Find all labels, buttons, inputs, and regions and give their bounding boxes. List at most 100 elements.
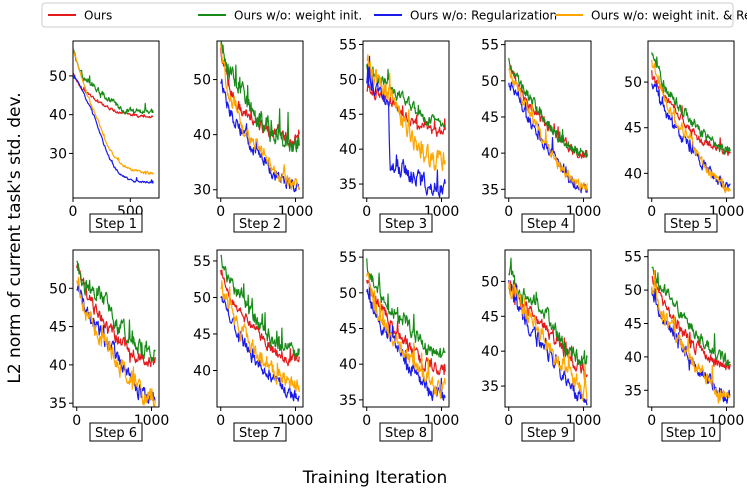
series-line-ours-w-o-weight-init <box>73 48 154 115</box>
series-line-ours <box>220 269 300 367</box>
series-line-ours <box>366 80 446 137</box>
y-tick-label: 30 <box>49 146 67 162</box>
y-tick-label: 45 <box>49 320 67 336</box>
y-tick-label: 50 <box>481 74 499 90</box>
series-line-ours-w-o-weight-init-reg <box>508 281 588 402</box>
y-tick-label: 40 <box>339 142 357 158</box>
x-axis-label: Training Iteration <box>302 468 448 488</box>
series-line-ours-w-o-regularization <box>508 81 588 194</box>
y-tick-label: 35 <box>339 393 357 409</box>
panel-frame <box>504 249 592 408</box>
y-tick-label: 55 <box>339 37 357 53</box>
series-line-ours-w-o-regularization <box>366 282 446 402</box>
legend-label-ours-w-o-weight-init-reg: Ours w/o: weight init. & Reg. <box>591 9 747 23</box>
legend-label-ours-w-o-regularization: Ours w/o: Regularization <box>410 9 557 23</box>
series-line-ours-w-o-weight-init <box>508 57 588 158</box>
panel-lines <box>220 41 300 193</box>
step-label-box <box>661 422 721 442</box>
panel-lines <box>651 52 731 194</box>
series-line-ours-w-o-regularization <box>651 83 731 192</box>
y-tick-label: 35 <box>339 177 357 193</box>
y-tick-label: 35 <box>481 379 499 395</box>
x-tick-label: 1000 <box>424 204 460 220</box>
series-line-ours-w-o-weight-init-reg <box>651 59 731 194</box>
y-tick-label: 50 <box>624 283 642 299</box>
series-line-ours <box>651 275 731 371</box>
series-line-ours-w-o-weight-init-reg <box>73 48 154 175</box>
step-label: Step 9 <box>527 426 569 441</box>
x-tick-label: 1000 <box>278 204 314 220</box>
step-label-box <box>89 422 143 442</box>
y-tick-label: 40 <box>49 358 67 374</box>
step-label-box <box>233 422 287 442</box>
step-label-box <box>233 213 287 233</box>
series-line-ours-w-o-weight-init-reg <box>508 68 588 192</box>
x-tick-label: 0 <box>216 413 225 429</box>
step-label: Step 5 <box>670 217 712 232</box>
series-line-ours-w-o-weight-init <box>651 52 731 155</box>
panel-frame <box>216 40 304 199</box>
panel-lines <box>508 57 588 194</box>
legend: Ours Ours w/o: weight init. Ours w/o: Regu… <box>41 2 747 28</box>
x-tick-label: 0 <box>216 204 225 220</box>
series-line-ours-w-o-weight-init-reg <box>366 54 446 172</box>
x-tick-label: 0 <box>504 204 513 220</box>
y-tick-label: 55 <box>193 254 211 270</box>
y-tick-label: 50 <box>624 75 642 91</box>
step-label: Step 3 <box>385 217 427 232</box>
step-label-box <box>379 422 433 442</box>
panel-frame <box>362 40 450 199</box>
panel-frame <box>362 249 450 408</box>
step-label: Step 8 <box>385 426 427 441</box>
panel-frame <box>72 40 160 199</box>
x-tick-label: 1000 <box>709 204 745 220</box>
series-line-ours-w-o-weight-init-reg <box>366 272 446 400</box>
y-tick-label: 45 <box>481 309 499 325</box>
legend-label-ours: Ours <box>84 9 112 23</box>
y-tick-label: 35 <box>481 182 499 198</box>
x-tick-label: 1000 <box>566 413 602 429</box>
y-tick-label: 40 <box>193 128 211 144</box>
x-tick-label: 0 <box>69 204 78 220</box>
series-line-ours-w-o-regularization <box>366 55 446 198</box>
panel-lines <box>366 258 446 402</box>
series-line-ours-w-o-weight-init <box>651 266 731 367</box>
x-tick-label: 1000 <box>278 413 314 429</box>
step-label: Step 7 <box>239 426 281 441</box>
step-label: Step 2 <box>239 217 281 232</box>
series-line-ours-w-o-weight-init <box>366 258 446 359</box>
y-tick-label: 55 <box>339 250 357 266</box>
y-tick-label: 40 <box>193 363 211 379</box>
x-tick-label: 0 <box>362 413 371 429</box>
legend-label-ours-w-o-weight-init: Ours w/o: weight init. <box>234 9 362 23</box>
step-label-box <box>664 213 718 233</box>
x-tick-label: 0 <box>72 413 81 429</box>
step-label-box <box>521 213 575 233</box>
y-tick-label: 50 <box>339 286 357 302</box>
series-line-ours-w-o-weight-init-reg <box>220 280 300 393</box>
panel-lines <box>76 260 156 407</box>
series-line-ours-w-o-regularization <box>220 78 300 193</box>
series-line-ours-w-o-weight-init <box>220 254 300 360</box>
y-axis-label: L2 norm of current task's std. dev. <box>5 92 25 383</box>
step-label: Step 6 <box>95 426 137 441</box>
series-line-ours-w-o-weight-init <box>76 260 156 363</box>
step-label-box <box>521 422 575 442</box>
x-tick-label: 1000 <box>566 204 602 220</box>
step-label: Step 4 <box>527 217 569 232</box>
panel-lines <box>508 257 588 406</box>
series-line-ours-w-o-weight-init <box>220 41 300 153</box>
y-tick-label: 55 <box>624 250 642 266</box>
y-tick-label: 45 <box>624 316 642 332</box>
panel-frame <box>647 249 735 408</box>
y-tick-label: 30 <box>193 183 211 199</box>
